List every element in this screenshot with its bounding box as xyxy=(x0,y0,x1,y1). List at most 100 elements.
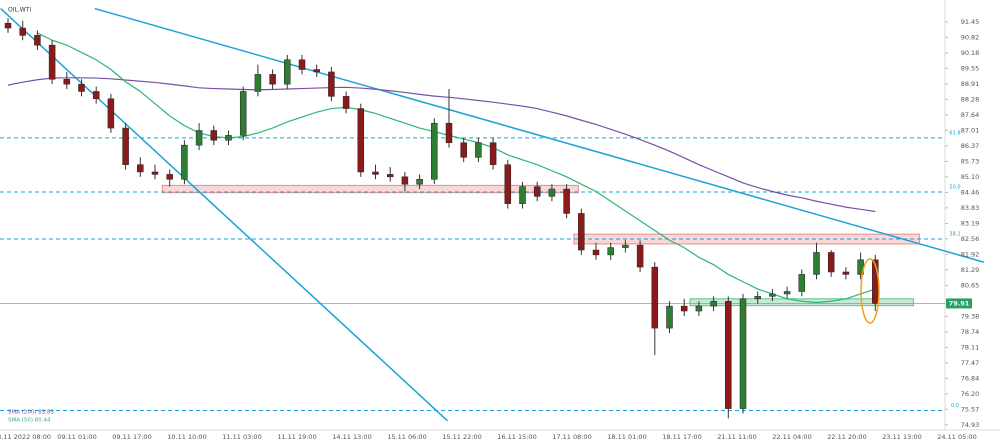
candle-body xyxy=(489,142,497,165)
candle-body xyxy=(342,96,350,109)
plot: 61.8 50.0 38.2 0.0 xyxy=(0,7,985,422)
candle-body xyxy=(416,179,423,185)
candle-body xyxy=(225,135,232,141)
candle-body xyxy=(239,91,247,136)
y-tick-label: 87.01 xyxy=(961,126,980,134)
y-tick-label: 86.37 xyxy=(961,142,980,150)
x-tick-label: 15.11 06:00 xyxy=(387,433,426,441)
y-tick-label: 76.84 xyxy=(961,374,980,382)
x-tick-label: 11.11 19:00 xyxy=(277,433,316,441)
y-tick-label: 76.20 xyxy=(961,390,980,398)
y-tick-label: 75.57 xyxy=(961,405,980,413)
candle-body xyxy=(460,142,467,158)
y-tick-label: 74.93 xyxy=(961,421,980,429)
candle-body xyxy=(798,274,806,292)
candle-body xyxy=(695,305,703,312)
last-price-label: 79.91 xyxy=(949,299,970,307)
candle-body xyxy=(122,127,129,165)
y-tick-label: 78.74 xyxy=(961,328,980,336)
x-tick-label: 15.11 22:00 xyxy=(442,433,481,441)
legend-entry: SMA (50) 80.44 xyxy=(8,418,51,424)
y-tick-label: 79.38 xyxy=(961,312,980,320)
candle-body xyxy=(386,174,394,178)
y-tick-label: 91.45 xyxy=(961,18,980,26)
highlight-ellipse xyxy=(860,258,880,324)
candle-body xyxy=(34,35,41,46)
candle-body xyxy=(372,171,379,175)
zone xyxy=(689,298,915,307)
candle-body xyxy=(783,291,791,295)
candle-body xyxy=(48,44,56,80)
candle-body xyxy=(504,164,512,204)
zone xyxy=(161,184,579,194)
candle-body xyxy=(475,142,482,158)
candle-body xyxy=(19,27,26,36)
x-tick-label: 16.11 15:00 xyxy=(497,433,536,441)
candle-body xyxy=(137,164,144,173)
y-tick-label: 83.19 xyxy=(961,219,980,227)
candle-body xyxy=(680,305,688,312)
y-tick-label: 85.73 xyxy=(961,157,980,165)
level-label: 38.2 xyxy=(949,232,960,238)
y-tick-label: 90.18 xyxy=(961,49,980,57)
x-tick-label: 24.11 05:00 xyxy=(937,433,976,441)
y-tick-label: 81.29 xyxy=(961,266,980,274)
x-tick-label: 22.11 20:00 xyxy=(827,433,866,441)
candle-body xyxy=(622,244,629,248)
candle-body xyxy=(107,98,115,129)
candle-body xyxy=(284,59,291,85)
candle-body xyxy=(578,213,585,251)
level-label: 0.0 xyxy=(951,403,959,409)
candle-body xyxy=(78,83,85,92)
y-tick-label: 88.28 xyxy=(961,95,980,103)
last-price-box xyxy=(946,298,972,309)
candle-body xyxy=(651,266,659,329)
trend-line xyxy=(94,7,985,263)
y-tick-label: 80.65 xyxy=(961,281,980,289)
y-tick-label: 89.55 xyxy=(961,64,980,72)
level-label: 50.0 xyxy=(949,184,960,190)
candle-body xyxy=(151,171,159,175)
candle-body xyxy=(769,293,776,297)
candle-body xyxy=(210,130,218,141)
x-tick-label: 09.11 01:00 xyxy=(57,433,96,441)
candle-body xyxy=(710,301,717,307)
candle-body xyxy=(181,144,188,180)
legend-entry: SMA (200) 83.83 xyxy=(8,410,55,416)
candle-body xyxy=(519,186,526,204)
candle-body xyxy=(592,249,600,256)
x-tick-label: 10.11 10:00 xyxy=(167,433,206,441)
y-tick-label: 82.56 xyxy=(961,235,980,243)
y-tick-label: 88.91 xyxy=(961,80,980,88)
y-tick-label: 87.64 xyxy=(961,111,980,119)
y-tick-label: 83.83 xyxy=(961,204,980,212)
candle-body xyxy=(92,91,100,100)
y-tick-label: 90.82 xyxy=(961,33,980,41)
moving-average xyxy=(37,32,876,304)
candle-body xyxy=(636,244,644,268)
candle-body xyxy=(254,74,262,92)
x-tick-label: 22.11 04:00 xyxy=(772,433,811,441)
y-tick-label: 81.92 xyxy=(961,250,980,258)
x-tick-label: 08.11 2022 08:00 xyxy=(0,433,51,441)
candle-body xyxy=(533,186,541,197)
x-tick-label: 18.11 17:00 xyxy=(662,433,701,441)
x-tick-label: 21.11 11:00 xyxy=(717,433,756,441)
candle-body xyxy=(298,59,306,70)
candle-body xyxy=(269,74,276,85)
candle-body xyxy=(63,79,71,85)
candle-body xyxy=(445,122,453,143)
candle-body xyxy=(401,176,409,185)
x-tick-label: 23.11 13:00 xyxy=(882,433,921,441)
candle-body xyxy=(313,69,320,73)
x-tick-label: 11.11 03:00 xyxy=(222,433,261,441)
y-tick-label: 84.46 xyxy=(961,188,980,196)
candle-body xyxy=(725,301,732,409)
candle-body xyxy=(827,252,835,273)
x-tick-label: 18.11 01:00 xyxy=(607,433,646,441)
y-tick-label: 85.10 xyxy=(961,173,980,181)
candle-body xyxy=(357,108,365,173)
candle-body xyxy=(842,271,850,275)
